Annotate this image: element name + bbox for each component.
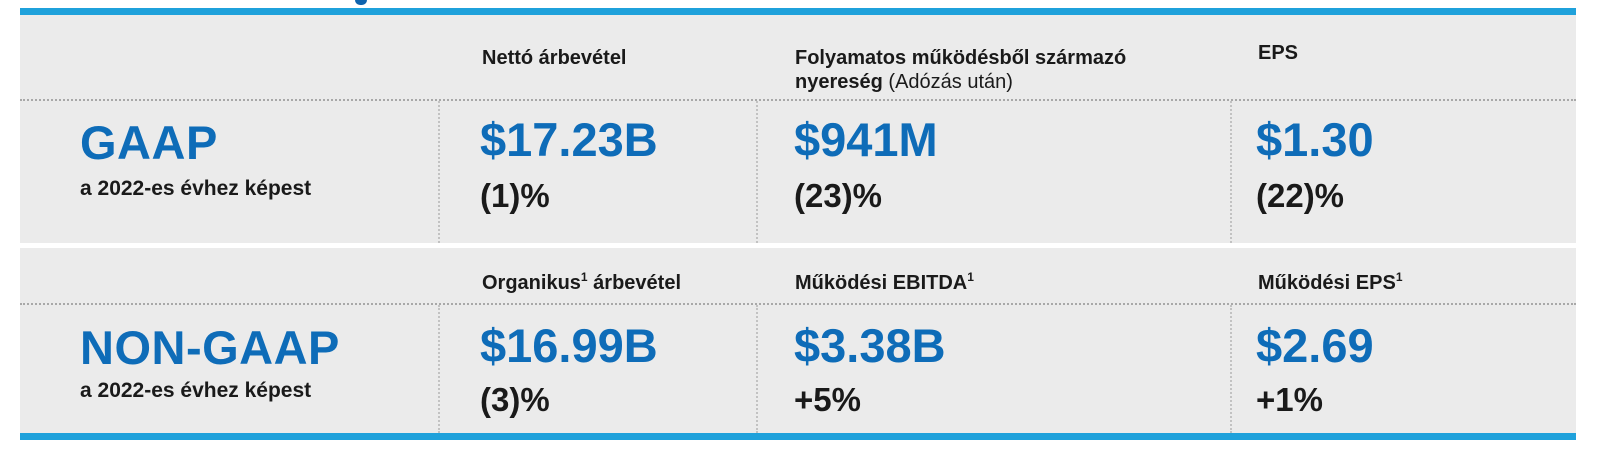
nongaap-col2-header-text: Működési EBITDA bbox=[795, 272, 968, 294]
nongaap-col-divider-2 bbox=[756, 305, 758, 433]
gaap-col1-header: Nettó árbevétel bbox=[482, 47, 627, 69]
nongaap-col2-change: +5% bbox=[794, 381, 861, 418]
nongaap-col3-header: Működési EPS1 bbox=[1258, 265, 1403, 295]
nongaap-col3-header-text: Működési EPS bbox=[1258, 272, 1396, 294]
gaap-panel: GAAP a 2022-es évhez képest Nettó árbevé… bbox=[20, 15, 1576, 243]
gaap-col2-value: $941M bbox=[794, 113, 938, 166]
gaap-col2-header-bold: nyereség bbox=[795, 71, 883, 93]
nongaap-col1-header-post: árbevétel bbox=[587, 272, 681, 294]
nongaap-col3-value: $2.69 bbox=[1256, 319, 1374, 372]
nongaap-col1-change: (3)% bbox=[480, 381, 550, 418]
nongaap-col1-header-pre: Organikus bbox=[482, 272, 581, 294]
nongaap-col1-footnote: 1 bbox=[580, 270, 588, 284]
nongaap-col2-value: $3.38B bbox=[794, 319, 946, 372]
gaap-title: GAAP bbox=[80, 116, 218, 169]
nongaap-header-divider bbox=[20, 303, 1576, 305]
gaap-col3-header: EPS bbox=[1258, 42, 1299, 64]
top-accent-bar bbox=[20, 8, 1576, 15]
gaap-col3-change: (22)% bbox=[1256, 177, 1345, 214]
bottom-accent-bar bbox=[20, 433, 1576, 440]
gaap-col3-value: $1.30 bbox=[1256, 113, 1374, 166]
gaap-col2-header: Folyamatos működésből származó nyereség … bbox=[795, 46, 1126, 94]
gaap-col1-change: (1)% bbox=[480, 177, 550, 214]
title-fragment bbox=[355, 0, 367, 5]
gaap-header-divider bbox=[20, 99, 1576, 101]
gaap-col2-header-note: (Adózás után) bbox=[888, 71, 1013, 93]
nongaap-col-divider-3 bbox=[1230, 305, 1232, 433]
nongaap-col1-header: Organikus1 árbevétel bbox=[482, 265, 681, 295]
nongaap-col3-footnote: 1 bbox=[1395, 270, 1403, 284]
gaap-col1-value: $17.23B bbox=[480, 113, 658, 166]
nongaap-title: NON-GAAP bbox=[80, 321, 340, 374]
nongaap-col1-value: $16.99B bbox=[480, 319, 658, 372]
nongaap-panel: NON-GAAP a 2022-es évhez képest Organiku… bbox=[20, 248, 1576, 433]
gaap-col-divider-2 bbox=[756, 101, 758, 243]
nongaap-col2-footnote: 1 bbox=[967, 270, 974, 284]
gaap-col2-header-line1: Folyamatos működésből származó bbox=[795, 47, 1127, 69]
gaap-subtitle: a 2022-es évhez képest bbox=[80, 177, 312, 200]
nongaap-col-divider-1 bbox=[438, 305, 440, 433]
nongaap-subtitle: a 2022-es évhez képest bbox=[80, 379, 312, 402]
gaap-col-divider-3 bbox=[1230, 101, 1232, 243]
nongaap-col2-header: Működési EBITDA1 bbox=[795, 265, 974, 295]
gaap-col-divider-1 bbox=[438, 101, 440, 243]
gaap-col2-change: (23)% bbox=[794, 177, 883, 214]
nongaap-col3-change: +1% bbox=[1256, 381, 1323, 418]
